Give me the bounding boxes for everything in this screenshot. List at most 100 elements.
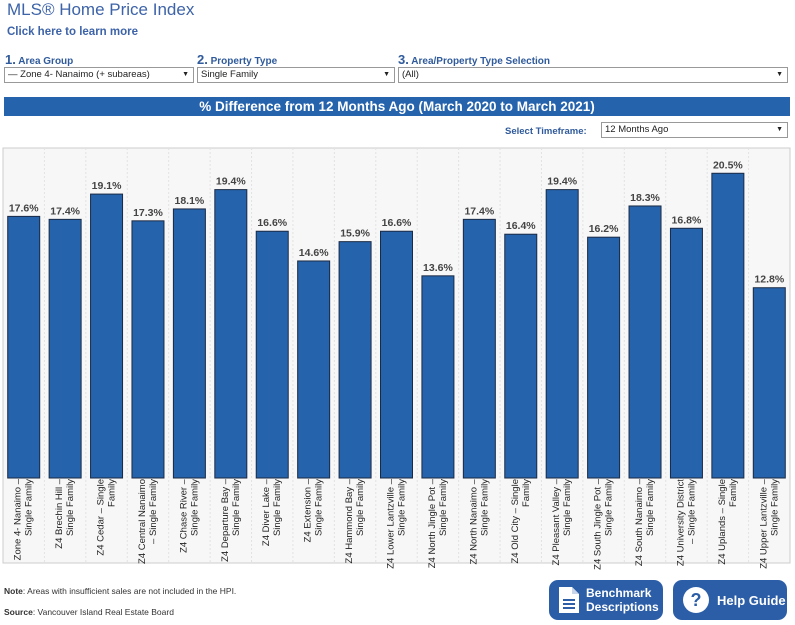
chevron-down-icon: ▼ bbox=[383, 71, 390, 78]
bar[interactable] bbox=[462, 218, 496, 479]
x-tick-label: Z4 Pleasant Valley – Single Family bbox=[551, 479, 574, 566]
data-label: 19.4% bbox=[547, 176, 577, 188]
data-label: 17.4% bbox=[464, 205, 494, 217]
select-value: (All) bbox=[402, 69, 419, 80]
step-label: Area Group bbox=[18, 56, 74, 67]
button-label: Descriptions bbox=[586, 600, 659, 614]
x-tick-label: Z4 Diver Lake – Single Family bbox=[261, 479, 284, 547]
bar[interactable] bbox=[587, 236, 621, 479]
select-value: — Zone 4- Nanaimo (+ subareas) bbox=[8, 69, 150, 80]
area-group-select[interactable]: — Zone 4- Nanaimo (+ subareas) ▼ bbox=[4, 67, 194, 83]
x-tick-label: Z4 North Nanaimo – Single Family bbox=[468, 479, 490, 565]
bar[interactable] bbox=[545, 189, 579, 479]
x-tick-label: Zone 4- Nanaimo – Single Family bbox=[12, 479, 35, 561]
chevron-down-icon: ▼ bbox=[776, 126, 783, 133]
x-tick-label-text: Z4 Lower Lantzville – Single Family bbox=[385, 479, 408, 569]
x-tick-label-text: Z4 Hammond Bay – Single Family bbox=[344, 479, 367, 564]
data-label: 19.4% bbox=[216, 176, 246, 188]
question-circle-icon: ? bbox=[683, 587, 709, 613]
benchmark-descriptions-button[interactable]: Benchmark Descriptions bbox=[549, 580, 663, 620]
source-text: Source: Vancouver Island Real Estate Boa… bbox=[4, 607, 174, 617]
data-label: 19.1% bbox=[92, 180, 122, 192]
x-tick-label-text: Z4 South Nanaimo – Single Family bbox=[634, 479, 657, 567]
data-label: 16.6% bbox=[382, 217, 412, 229]
step-number: 3. bbox=[398, 52, 409, 67]
note-label: Note bbox=[4, 586, 23, 596]
bar-chart: 17.6% Zone 4- Nanaimo – Single Family 17.4… bbox=[2, 147, 791, 570]
bar[interactable] bbox=[214, 189, 248, 479]
x-tick-label: Z4 Central Nanaimo – Single Family bbox=[137, 479, 159, 564]
bar[interactable] bbox=[628, 205, 662, 479]
chevron-down-icon: ▼ bbox=[776, 71, 783, 78]
data-label: 16.4% bbox=[506, 220, 536, 232]
x-tick-label-text: Z4 Pleasant Valley – Single Family bbox=[551, 479, 574, 566]
bar[interactable] bbox=[504, 233, 538, 479]
x-tick-label: Z4 Brechin Hill – Single Family bbox=[54, 479, 77, 549]
data-label: 16.6% bbox=[257, 217, 287, 229]
x-tick-label-text: Zone 4- Nanaimo – Single Family bbox=[12, 479, 35, 561]
bar[interactable] bbox=[380, 230, 413, 479]
select-value: 12 Months Ago bbox=[605, 124, 669, 135]
select-value: Single Family bbox=[201, 69, 259, 80]
property-type-label: 2. Property Type bbox=[197, 52, 277, 67]
data-label: 20.5% bbox=[713, 159, 743, 171]
data-label: 12.8% bbox=[754, 274, 784, 286]
x-tick-label-text: Z4 North Jingle Pot – Single Family bbox=[426, 479, 449, 569]
x-tick-label-text: Z4 Old City – Single Family bbox=[509, 479, 532, 564]
x-tick-label-text: Z4 Brechin Hill – Single Family bbox=[54, 479, 77, 549]
data-label: 13.6% bbox=[423, 262, 453, 274]
x-tick-label-text: Z4 Upper Lantzville – Single Family bbox=[758, 479, 781, 569]
bar[interactable] bbox=[7, 215, 41, 479]
timeframe-select[interactable]: 12 Months Ago ▼ bbox=[601, 122, 788, 138]
bar[interactable] bbox=[255, 230, 289, 479]
x-tick-label: Z4 South Nanaimo – Single Family bbox=[634, 479, 657, 567]
timeframe-label: Select Timeframe: bbox=[505, 126, 587, 137]
bar[interactable] bbox=[90, 193, 124, 479]
learn-more-link[interactable]: Click here to learn more bbox=[7, 26, 139, 38]
note-body: : Areas with insufficient sales are not … bbox=[22, 586, 237, 596]
area-group-label: 1. Area Group bbox=[5, 52, 73, 67]
x-tick-label: Z4 Chase River – Single Family bbox=[178, 479, 201, 553]
data-label: 18.3% bbox=[630, 192, 660, 204]
help-guide-button[interactable]: ? Help Guide bbox=[673, 580, 787, 620]
data-label: 16.8% bbox=[672, 214, 702, 226]
area-property-selection-label: 3. Area/Property Type Selection bbox=[398, 52, 550, 67]
document-icon bbox=[559, 587, 579, 613]
x-tick-label-text: Z4 Chase River – Single Family bbox=[178, 479, 201, 553]
data-label: 17.6% bbox=[9, 202, 39, 214]
source-label: Source bbox=[4, 607, 33, 617]
bar[interactable] bbox=[711, 172, 745, 479]
x-tick-label: Z4 Lower Lantzville – Single Family bbox=[385, 479, 408, 569]
button-label: Benchmark bbox=[586, 586, 652, 600]
button-label: Help Guide bbox=[717, 592, 786, 608]
step-number: 2. bbox=[197, 52, 208, 67]
x-tick-label-text: Z4 Departure Bay – Single Family bbox=[219, 479, 242, 562]
x-tick-label: Z4 Extension – Single Family bbox=[303, 479, 325, 542]
x-tick-label: Z4 Departure Bay – Single Family bbox=[219, 479, 242, 562]
bar[interactable] bbox=[669, 227, 703, 479]
data-label: 17.4% bbox=[50, 205, 80, 217]
bar[interactable] bbox=[48, 218, 82, 479]
bar[interactable] bbox=[752, 287, 786, 479]
area-property-selection-select[interactable]: (All) ▼ bbox=[398, 67, 788, 83]
bar[interactable] bbox=[338, 241, 372, 479]
x-tick-label-text: Z4 Diver Lake – Single Family bbox=[261, 479, 284, 547]
step-label: Property Type bbox=[210, 56, 278, 67]
page-title: MLS® Home Price Index bbox=[7, 0, 195, 19]
chevron-down-icon: ▼ bbox=[182, 71, 189, 78]
note-text: Note: Areas with insufficient sales are … bbox=[4, 586, 236, 596]
chart-title-banner: % Difference from 12 Months Ago (March 2… bbox=[4, 97, 790, 116]
bar[interactable] bbox=[131, 220, 165, 479]
data-label: 16.2% bbox=[589, 223, 619, 235]
svg-text:?: ? bbox=[691, 590, 702, 610]
property-type-select[interactable]: Single Family ▼ bbox=[197, 67, 395, 83]
bar[interactable] bbox=[421, 275, 455, 479]
x-tick-label: Z4 Upper Lantzville – Single Family bbox=[758, 479, 781, 569]
x-tick-label: Z4 University District – Single Family bbox=[675, 479, 697, 566]
bar[interactable] bbox=[297, 260, 331, 479]
x-tick-label: Z4 Old City – Single Family bbox=[509, 479, 532, 564]
step-number: 1. bbox=[5, 52, 16, 67]
bar[interactable] bbox=[172, 208, 206, 479]
x-tick-label: Z4 Hammond Bay – Single Family bbox=[344, 479, 367, 564]
data-label: 18.1% bbox=[175, 195, 205, 207]
